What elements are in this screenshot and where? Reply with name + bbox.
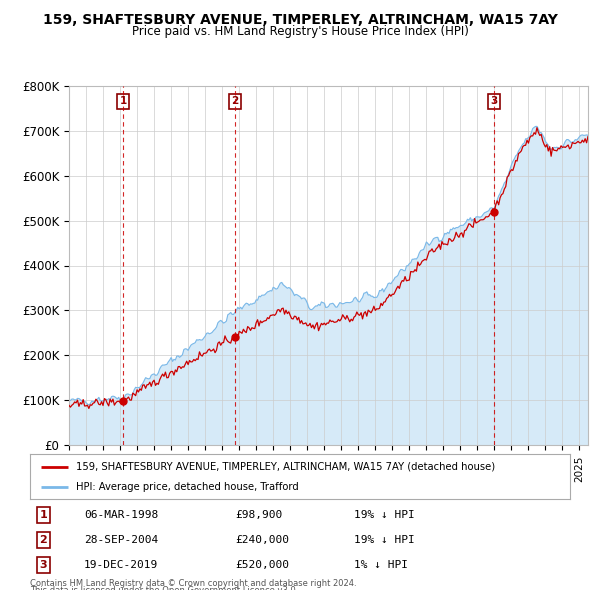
Text: This data is licensed under the Open Government Licence v3.0.: This data is licensed under the Open Gov…: [30, 586, 298, 590]
Text: 06-MAR-1998: 06-MAR-1998: [84, 510, 158, 520]
Text: 2: 2: [231, 96, 239, 106]
Text: £98,900: £98,900: [235, 510, 283, 520]
Text: 159, SHAFTESBURY AVENUE, TIMPERLEY, ALTRINCHAM, WA15 7AY: 159, SHAFTESBURY AVENUE, TIMPERLEY, ALTR…: [43, 13, 557, 27]
Text: HPI: Average price, detached house, Trafford: HPI: Average price, detached house, Traf…: [76, 483, 299, 493]
Text: 1: 1: [119, 96, 127, 106]
Text: £240,000: £240,000: [235, 535, 289, 545]
Text: Contains HM Land Registry data © Crown copyright and database right 2024.: Contains HM Land Registry data © Crown c…: [30, 579, 356, 588]
Text: 3: 3: [490, 96, 497, 106]
Text: 1: 1: [40, 510, 47, 520]
Text: 159, SHAFTESBURY AVENUE, TIMPERLEY, ALTRINCHAM, WA15 7AY (detached house): 159, SHAFTESBURY AVENUE, TIMPERLEY, ALTR…: [76, 462, 495, 471]
Text: Price paid vs. HM Land Registry's House Price Index (HPI): Price paid vs. HM Land Registry's House …: [131, 25, 469, 38]
Text: 19% ↓ HPI: 19% ↓ HPI: [354, 535, 415, 545]
Text: 19-DEC-2019: 19-DEC-2019: [84, 560, 158, 570]
Text: 19% ↓ HPI: 19% ↓ HPI: [354, 510, 415, 520]
Text: 3: 3: [40, 560, 47, 570]
Text: 28-SEP-2004: 28-SEP-2004: [84, 535, 158, 545]
Text: £520,000: £520,000: [235, 560, 289, 570]
Text: 1% ↓ HPI: 1% ↓ HPI: [354, 560, 408, 570]
Text: 2: 2: [40, 535, 47, 545]
